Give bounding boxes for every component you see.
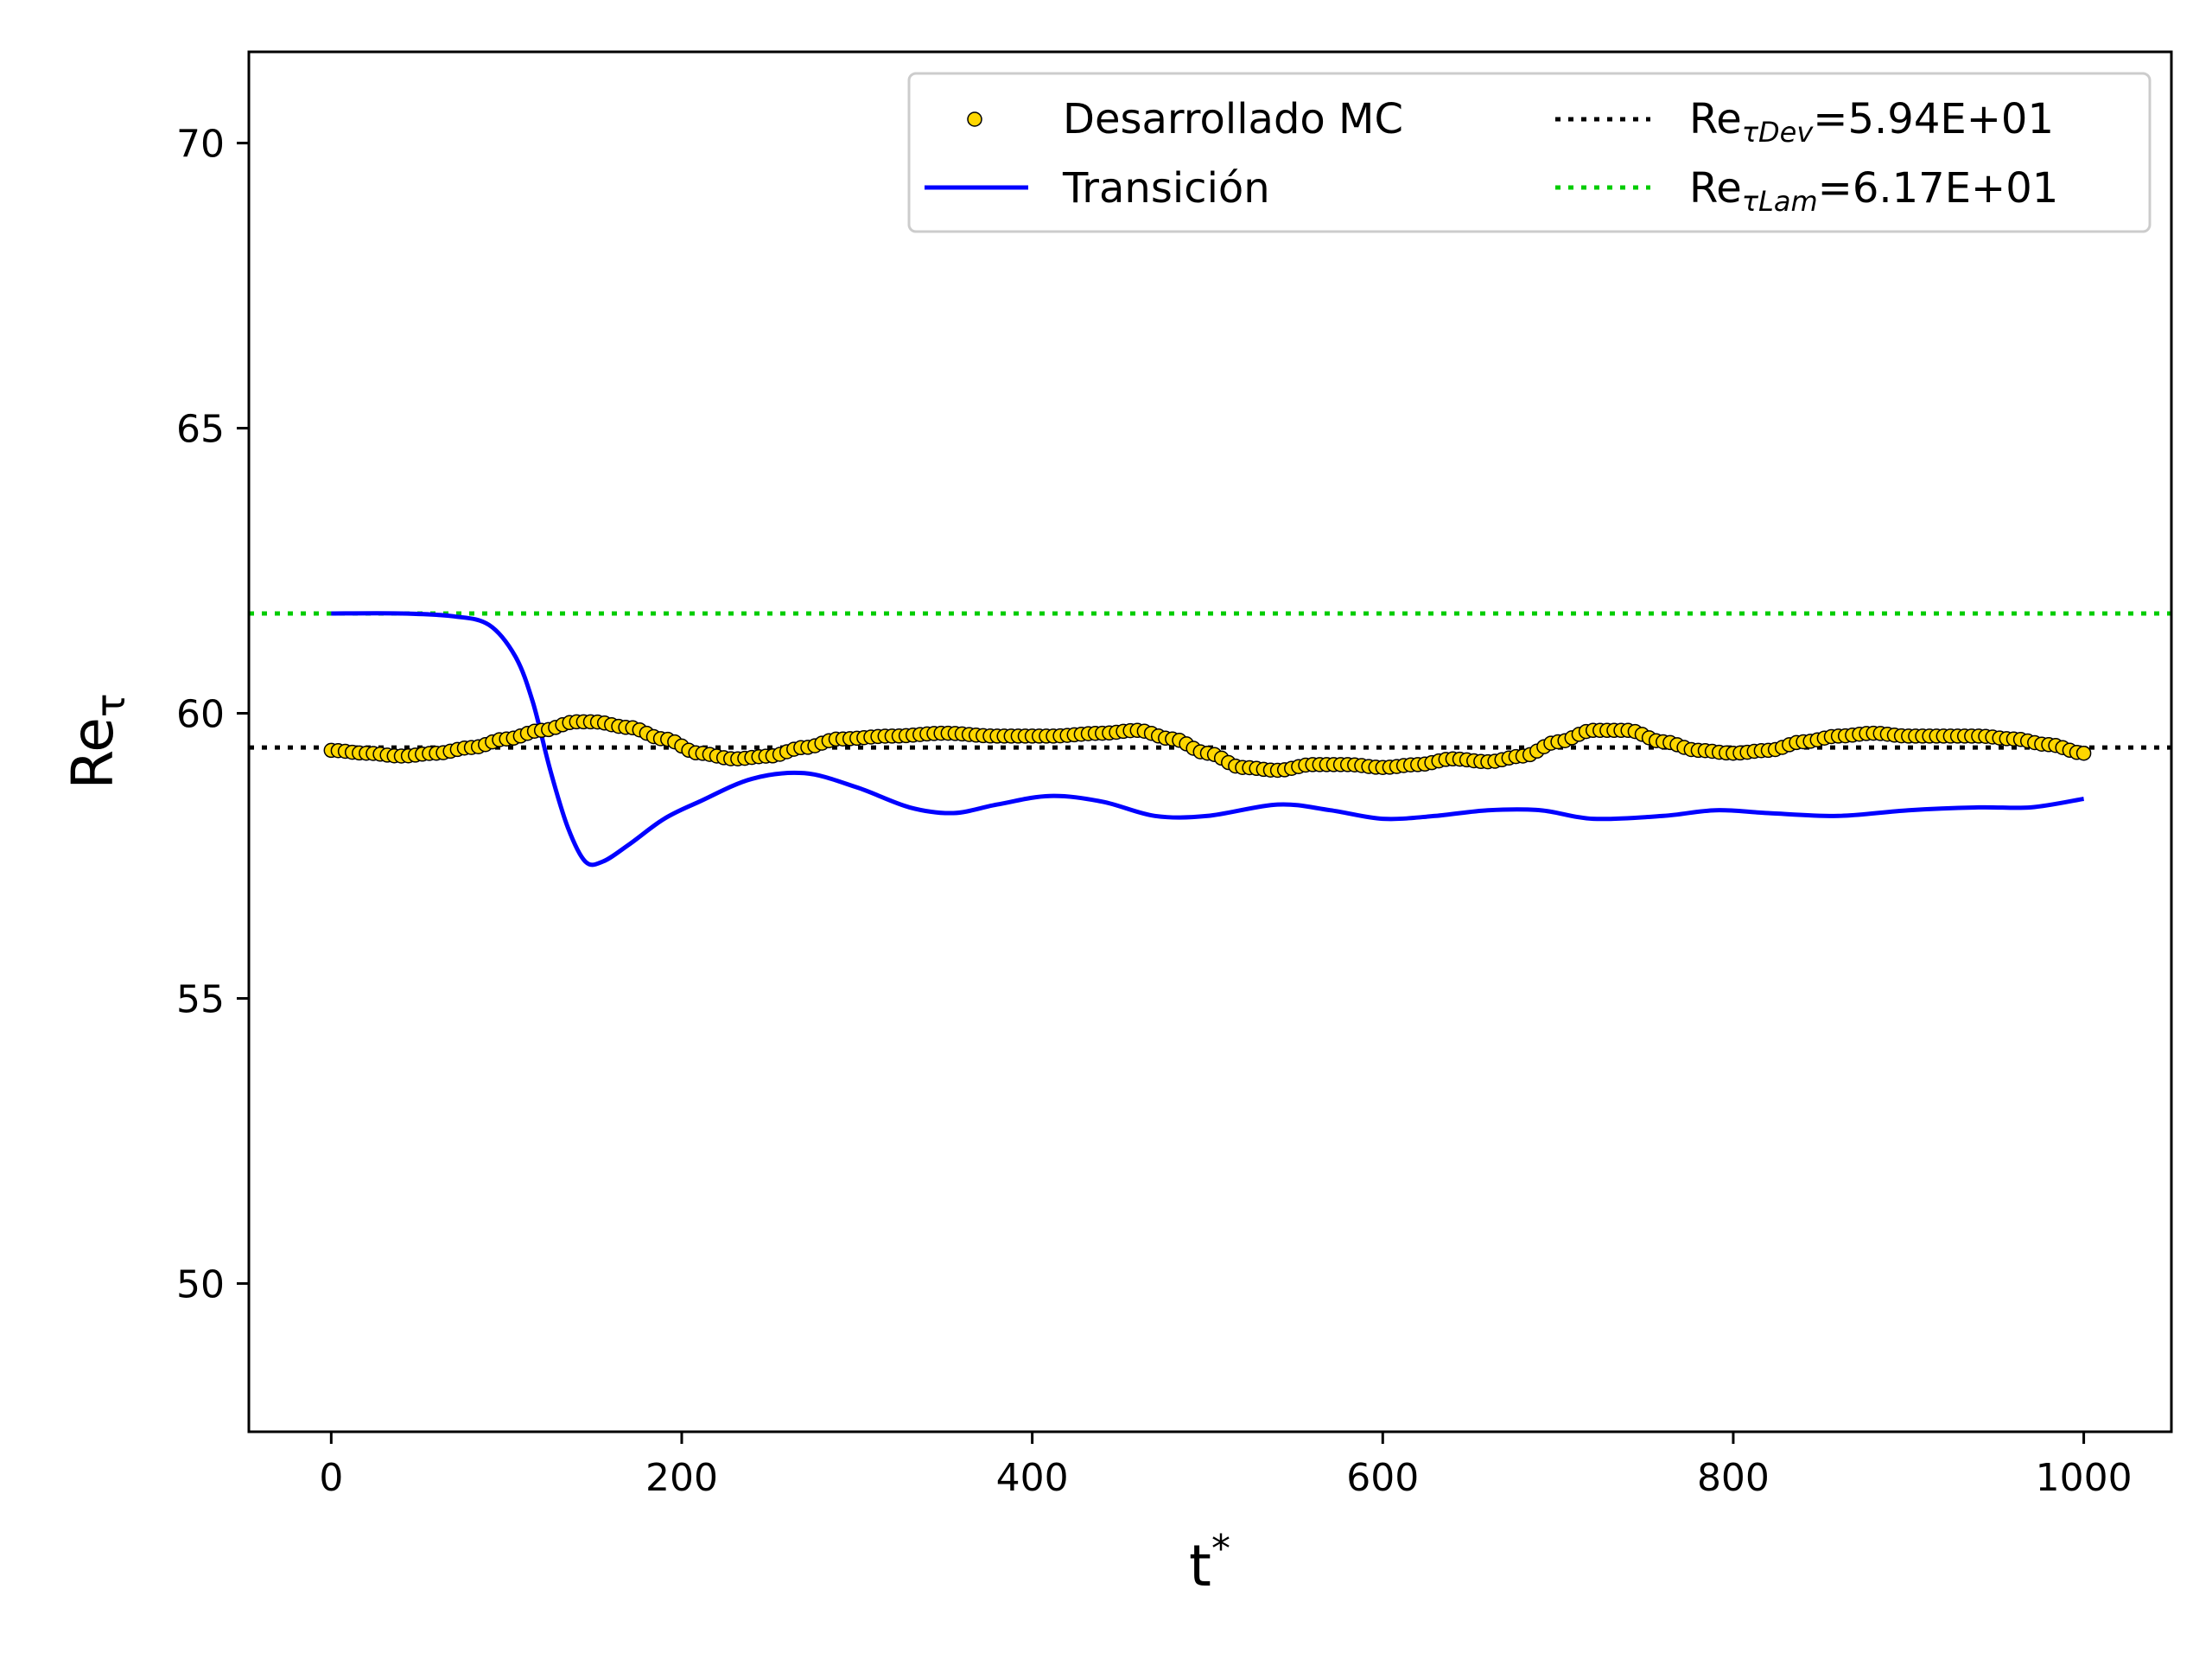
y-tick-label: 60 <box>176 693 225 737</box>
y-tick-label: 65 <box>176 408 225 452</box>
desarrollado-point <box>2075 745 2092 761</box>
x-tick-label: 400 <box>996 1456 1069 1500</box>
x-tick-label: 800 <box>1697 1456 1770 1500</box>
y-axis-label: Reτ <box>60 693 134 789</box>
y-tick-label: 50 <box>176 1262 225 1306</box>
legend-label-transicion: Transición <box>1062 164 1270 213</box>
x-tick-label: 600 <box>1346 1456 1419 1500</box>
legend-label-dev: ReτDev=5.94E+01 <box>1689 95 2054 149</box>
y-tick-label: 70 <box>176 123 225 167</box>
legend-marker-desarrollado <box>967 111 982 127</box>
legend-label-lam: ReτLam=6.17E+01 <box>1689 164 2058 218</box>
series-layer <box>249 611 2171 868</box>
plot-frame <box>247 50 2173 1433</box>
x-tick-label: 200 <box>645 1456 718 1500</box>
legend: Desarrollado MC Transición ReτDev=5.94E+… <box>907 72 2152 233</box>
plot-area <box>249 52 2171 1432</box>
y-axis: 50 55 60 65 70 <box>176 123 249 1306</box>
x-tick-label: 0 <box>319 1456 343 1500</box>
x-axis: 0 200 400 600 800 1000 <box>319 1432 2133 1500</box>
transicion-line <box>331 611 2084 868</box>
legend-label-desarrollado: Desarrollado MC <box>1063 95 1403 143</box>
x-axis-label: t* <box>1189 1527 1230 1599</box>
legend-box <box>907 72 2152 233</box>
x-tick-label: 1000 <box>2036 1456 2133 1500</box>
y-tick-label: 55 <box>176 977 225 1021</box>
